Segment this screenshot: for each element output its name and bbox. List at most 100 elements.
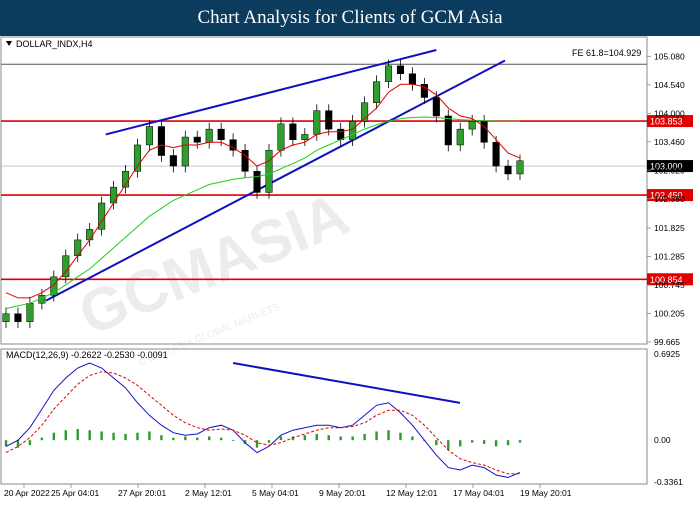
current-price-tag: [647, 160, 693, 173]
x-tick-label-1: 25 Apr 04:01: [51, 488, 99, 498]
macd-hist-bar-2: [28, 440, 32, 446]
macd-hist-bar-14: [172, 437, 175, 441]
macd-hist-bar-21: [255, 440, 259, 448]
macd-hist-bar-40: [482, 440, 486, 444]
candle-body-27: [325, 110, 333, 130]
x-tick-label-3: 2 May 12:01: [185, 488, 232, 498]
macd-hist-bar-38: [459, 440, 462, 447]
resistance-trendline: [105, 49, 437, 136]
level-label-0: 103.853: [650, 117, 683, 127]
candle-body-19: [229, 139, 237, 151]
macd-hist-bar-41: [494, 440, 498, 447]
macd-hist-bar-37: [447, 440, 450, 451]
macd-signal-line: [5, 371, 520, 475]
macd-hist-bar-43: [518, 440, 522, 443]
candle-body-34: [408, 73, 416, 85]
price-y-axis: 105.080 104.540 104.000 103.460 102.920 102.3…: [647, 51, 685, 347]
candle-body-23: [277, 123, 285, 151]
level-tag-1: [647, 189, 693, 202]
candle-body-7: [86, 229, 94, 241]
macd-hist-bar-18: [219, 437, 223, 441]
macd-hist-bar-32: [387, 430, 390, 441]
macd-hist-bar-34: [411, 436, 414, 441]
dropdown-triangle-icon[interactable]: [6, 41, 12, 46]
x-tick-label-2: 27 Apr 20:01: [118, 488, 166, 498]
macd-hist-bar-0: [4, 440, 8, 447]
candle-body-1: [14, 313, 22, 322]
horizontal-levels: 103.853 102.450 100.854 103.000: [1, 63, 693, 286]
macd-hist-bar-6: [76, 428, 79, 441]
macd-hist-bar-8: [100, 431, 103, 441]
macd-hist-bar-13: [160, 435, 163, 441]
candle-body-25: [301, 134, 309, 140]
candle-body-11: [133, 144, 142, 172]
candle-body-30: [361, 102, 369, 122]
candle-body-15: [181, 136, 189, 167]
current-price-label: 103.000: [650, 162, 683, 172]
candle-body-20: [241, 149, 249, 172]
candle-body-40: [480, 120, 488, 143]
fe-label: FE 61.8=104.929: [572, 48, 641, 58]
symbol-label: DOLLAR_INDX,H4: [16, 39, 93, 49]
macd-tick-label-1: 0.00: [654, 435, 671, 445]
macd-hist-bar-23: [279, 436, 283, 441]
price-tick-label-0: 105.080: [654, 51, 685, 61]
macd-hist-bar-4: [52, 432, 56, 441]
macd-label: MACD(12,26,9) -0.2622 -0.2530 -0.0091: [6, 350, 168, 360]
ma-green-line: [5, 116, 520, 309]
macd-hist-bar-27: [327, 435, 330, 441]
candles: [2, 59, 524, 329]
x-tick-label-6: 12 May 12:01: [386, 488, 438, 498]
x-tick-label-4: 5 May 04:01: [252, 488, 299, 498]
candle-body-24: [289, 123, 297, 140]
macd-tick-label-0: 0.6925: [654, 349, 680, 359]
macd-hist-bar-29: [351, 436, 354, 441]
candle-body-35: [420, 84, 428, 98]
macd-hist-bar-17: [208, 436, 211, 441]
x-axis: 20 Apr 2022 25 Apr 04:01 27 Apr 20:01 2 May…: [4, 484, 572, 498]
macd-hist-bar-12: [148, 431, 151, 441]
chart-area: GCMASIA © GCM ASIA GLOBAL MARKETS 103.85…: [0, 36, 700, 500]
macd-panel-frame: [0, 348, 648, 485]
macd-tick-label-2: -0.3361: [654, 477, 683, 487]
price-tick-label-6: 101.825: [654, 223, 685, 233]
price-chart-svg: GCMASIA © GCM ASIA GLOBAL MARKETS 103.85…: [0, 36, 693, 498]
candle-body-28: [337, 128, 345, 140]
candle-body-14: [169, 155, 177, 167]
macd-hist-bar-19: [231, 440, 235, 441]
price-tick-label-2: 104.000: [654, 108, 685, 118]
macd-hist-bar-31: [375, 431, 378, 441]
candle-body-22: [265, 149, 273, 193]
macd-hist-bar-10: [124, 433, 127, 441]
macd-hist-bar-5: [64, 430, 67, 441]
candle-body-12: [145, 126, 153, 146]
candle-body-16: [193, 136, 201, 143]
macd-hist-bar-7: [88, 430, 91, 441]
macd-hist-bar-39: [470, 440, 474, 443]
macd-hist-bar-15: [184, 436, 187, 441]
candle-body-39: [468, 120, 476, 130]
price-tick-label-5: 102.380: [654, 194, 685, 204]
candle-body-42: [504, 165, 512, 175]
macd-hist-bar-16: [196, 437, 199, 441]
candle-body-9: [110, 186, 118, 204]
candle-body-21: [253, 171, 261, 193]
x-tick-label-8: 19 May 20:01: [520, 488, 572, 498]
macd-series: [4, 362, 522, 479]
candle-body-13: [157, 126, 165, 156]
macd-hist-bar-24: [291, 436, 295, 441]
price-tick-label-1: 104.540: [654, 80, 685, 90]
watermark-text: GCMASIA: [70, 180, 358, 348]
macd-hist-bar-33: [399, 432, 402, 441]
candle-body-29: [349, 120, 357, 140]
candle-body-37: [444, 115, 452, 146]
macd-hist-bar-36: [435, 440, 438, 446]
candle-body-18: [217, 128, 225, 140]
x-tick-label-7: 17 May 04:01: [453, 488, 505, 498]
x-tick-label-0: 20 Apr 2022: [4, 488, 50, 498]
macd-trendline: [232, 362, 461, 404]
macd-hist-bar-30: [363, 433, 366, 441]
price-tick-label-10: 99.665: [654, 337, 680, 347]
macd-hist-bar-28: [339, 436, 342, 441]
price-tick-label-7: 101.285: [654, 252, 685, 262]
